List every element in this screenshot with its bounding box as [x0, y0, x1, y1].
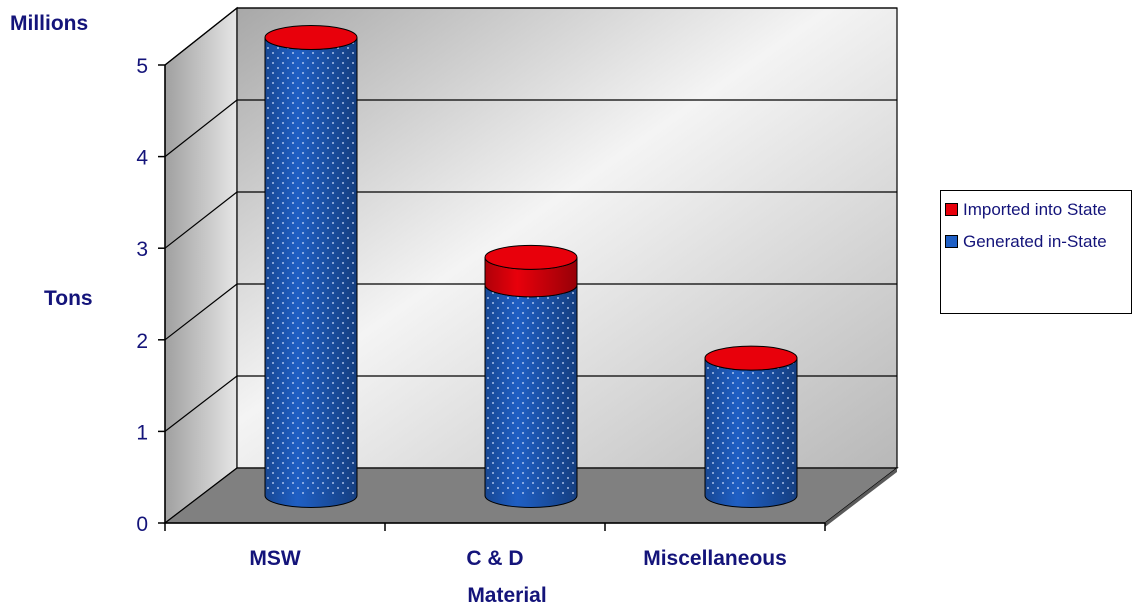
y-tick-label: 4	[136, 147, 148, 170]
bar-top-cap	[484, 244, 578, 270]
gridline-side	[164, 191, 238, 249]
y-tick-label: 0	[136, 513, 148, 536]
legend-label-imported: Imported into State	[963, 200, 1107, 219]
gridline-side	[164, 283, 238, 341]
y-axis-title: Tons	[44, 287, 93, 310]
units-label: Millions	[10, 12, 88, 35]
bar-generated-dots	[485, 284, 577, 496]
y-tick-label: 5	[136, 55, 148, 78]
category-label: MSW	[249, 547, 301, 570]
category-label: C & D	[466, 547, 523, 570]
gridline-side	[164, 375, 238, 432]
y-axis-ticks: 0 1 2 3 4 5	[136, 55, 165, 536]
bar-top-cap	[704, 345, 798, 371]
bars	[264, 25, 798, 508]
x-axis-title: Material	[467, 584, 546, 607]
category-labels: MSW C & D Miscellaneous	[249, 547, 786, 570]
floor-front-edge	[825, 468, 897, 527]
bar-generated-dots	[705, 358, 797, 496]
bar-imported-shade	[485, 257, 577, 297]
legend-swatch-generated	[945, 235, 958, 248]
y-tick-label: 1	[136, 421, 148, 444]
bar-generated-dots	[265, 37, 357, 496]
legend-label-generated: Generated in-State	[963, 232, 1107, 251]
legend-swatch-imported	[945, 203, 958, 216]
bar-group	[484, 244, 578, 508]
legend-item-imported: Imported into State	[945, 197, 1127, 223]
gridline-side	[164, 7, 238, 66]
legend: Imported into State Generated in-State	[940, 190, 1132, 314]
bar-top-cap	[264, 25, 358, 50]
category-label: Miscellaneous	[643, 547, 787, 570]
bar-group	[704, 345, 798, 508]
y-tick-label: 2	[136, 330, 148, 353]
legend-item-generated: Generated in-State	[945, 229, 1127, 255]
side-wall	[164, 6, 238, 525]
gridline-side	[164, 99, 238, 158]
y-tick-label: 3	[136, 238, 148, 261]
x-axis-ticks	[164, 523, 826, 531]
bar-group	[264, 25, 358, 508]
